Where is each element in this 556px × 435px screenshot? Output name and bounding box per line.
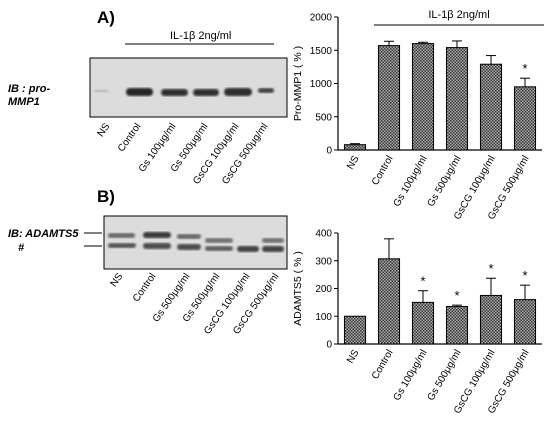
blot-b-band-marker: # [18, 242, 25, 254]
y-axis-title: ADAMTS5 ( % ) [292, 251, 304, 326]
y-tick-label: 1000 [310, 79, 333, 90]
blot-band [143, 243, 171, 249]
blot-a-treatment-label: IL-1β 2ng/ml [170, 30, 231, 42]
bar [343, 144, 367, 151]
blot-band [177, 234, 201, 239]
blot-band [262, 238, 284, 243]
blot-band [94, 90, 108, 92]
blot-band [224, 88, 252, 96]
y-tick-label: 500 [315, 112, 332, 123]
blot-b-label: IB: ADAMTS5 [8, 228, 79, 240]
y-tick-label: 200 [315, 284, 332, 295]
blot-band [262, 246, 284, 252]
bar [513, 86, 537, 151]
blot-band [126, 88, 153, 96]
bar [377, 45, 401, 151]
x-tick-label: Control [370, 154, 396, 187]
significance-marker: * [522, 61, 527, 76]
significance-marker: * [420, 274, 425, 289]
bar [479, 294, 503, 345]
blot-band [108, 243, 136, 248]
bar [513, 299, 537, 345]
x-tick-label: Gs 100μg/ml [392, 154, 430, 209]
blot-band [237, 246, 259, 252]
bar [445, 47, 469, 151]
x-tick-label: NS [345, 348, 362, 366]
bar [411, 43, 435, 151]
y-tick-label: 300 [315, 256, 332, 267]
blot-lane-label: NS [108, 271, 125, 289]
panel-label-a: A) [97, 8, 115, 27]
blot-band [258, 88, 274, 93]
y-tick-label: 100 [315, 312, 332, 323]
blot-a-image [89, 57, 288, 118]
blot-band [205, 246, 233, 251]
blot-frame [89, 57, 288, 118]
blot-a-label-line-2: MMP1 [8, 96, 40, 108]
bar [479, 63, 503, 151]
y-tick-label: 0 [326, 146, 332, 157]
x-tick-label: Gs 500μg/ml [426, 348, 464, 403]
significance-marker: * [488, 261, 493, 276]
significance-marker: * [454, 288, 459, 303]
blot-band [161, 89, 188, 96]
blot-lane-label: Control [116, 121, 144, 154]
bar [411, 301, 435, 345]
y-tick-label: 2000 [310, 13, 333, 24]
blot-lane-label: Control [131, 271, 159, 304]
chart-adamts5: 0 100 200 300 400 ADAMTS5 ( % ) NS Control * Gs 1… [292, 229, 542, 416]
y-tick-label: 0 [326, 340, 332, 351]
blot-lane-label: NS [95, 121, 112, 139]
blot-band [177, 244, 201, 250]
bar [377, 258, 401, 345]
y-axis-title: Pro-MMP1 ( % ) [292, 46, 304, 121]
panel-label-b: B) [97, 187, 115, 206]
blot-band [108, 233, 135, 238]
y-tick-label: 1500 [310, 46, 333, 57]
x-tick-label: Gs 500μg/ml [426, 154, 464, 209]
blot-band [193, 89, 219, 96]
x-tick-label: NS [345, 154, 362, 172]
y-tick-label: 400 [315, 229, 332, 240]
blot-frame [103, 215, 288, 270]
bar [343, 315, 367, 345]
blot-band [143, 232, 171, 238]
x-tick-label: Gs 100μg/ml [392, 348, 430, 403]
significance-marker: * [522, 268, 527, 283]
treatment-bracket-label: IL-1β 2ng/ml [428, 9, 489, 21]
x-tick-label: Control [370, 348, 396, 381]
bar [445, 306, 469, 345]
blot-a-label-line-1: IB : pro- [8, 83, 50, 95]
blot-b-image [103, 215, 288, 270]
blot-band [205, 238, 233, 243]
